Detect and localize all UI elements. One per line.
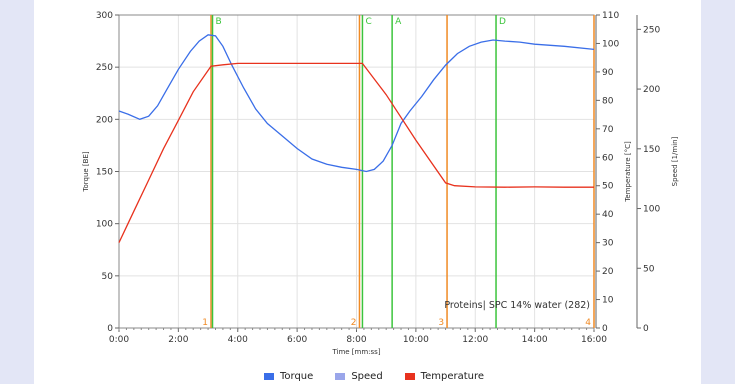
x-axis-title: Time [mm:ss] bbox=[331, 348, 380, 356]
y-axis-title-speed: Speed [1/min] bbox=[671, 136, 679, 186]
legend-swatch bbox=[264, 372, 274, 380]
temp-tick-label: 40 bbox=[602, 210, 614, 220]
phase-label: 4 bbox=[585, 318, 591, 328]
temp-tick-label: 100 bbox=[602, 39, 619, 49]
torque-tick-label: 250 bbox=[96, 63, 113, 73]
temp-tick-label: 20 bbox=[602, 267, 614, 277]
series-line bbox=[118, 34, 595, 173]
y-axis-title-torque: Torque [BE] bbox=[82, 151, 90, 192]
x-tick-label: 0:00 bbox=[109, 335, 129, 345]
marker-label: D bbox=[499, 17, 506, 27]
temp-tick-label: 110 bbox=[602, 11, 619, 21]
legend-swatch bbox=[404, 372, 415, 380]
torque-tick-label: 50 bbox=[102, 272, 114, 282]
legend-label: Torque bbox=[280, 370, 314, 382]
temp-tick-label: 0 bbox=[602, 324, 608, 334]
legend-swatch bbox=[335, 372, 346, 380]
axis-labels: Time [mm:ss] Torque [BE] Temperature [°C] S… bbox=[82, 136, 679, 356]
x-tick-label: 12:00 bbox=[462, 335, 488, 345]
speed-tick-label: 250 bbox=[643, 25, 660, 35]
phase-label: 3 bbox=[438, 318, 444, 328]
x-tick-label: 6:00 bbox=[287, 335, 307, 345]
torque-tick-label: 0 bbox=[107, 324, 113, 334]
torque-tick-label: 150 bbox=[96, 168, 113, 178]
legend-label: Temperature bbox=[420, 370, 485, 382]
marker-label: C bbox=[365, 17, 371, 27]
temp-tick-label: 70 bbox=[602, 125, 614, 135]
temp-tick-label: 10 bbox=[602, 296, 614, 306]
x-tick-label: 16:00 bbox=[581, 335, 607, 345]
speed-tick-label: 200 bbox=[643, 85, 660, 95]
marker-label: A bbox=[395, 17, 402, 27]
grid bbox=[118, 14, 595, 329]
x-tick-label: 10:00 bbox=[403, 335, 429, 345]
legend-item[interactable]: Speed bbox=[335, 370, 383, 382]
torque-tick-label: 300 bbox=[96, 11, 113, 21]
torque-tick-label: 100 bbox=[96, 220, 113, 230]
series-line bbox=[118, 62, 594, 243]
temp-tick-label: 50 bbox=[602, 182, 614, 192]
temp-tick-label: 30 bbox=[602, 239, 614, 249]
speed-tick-label: 100 bbox=[643, 205, 660, 215]
marker-label: B bbox=[216, 17, 222, 27]
chart-panel: 0 50 100 150 200 250 300 0:00 2:00 4:00 6:00 8:00 10… bbox=[34, 0, 701, 384]
legend-label: Speed bbox=[351, 370, 383, 382]
torque-tick-label: 200 bbox=[96, 115, 113, 125]
speed-tick-label: 150 bbox=[643, 145, 660, 155]
chart-annotation: Proteins| SPC 14% water (282) bbox=[444, 300, 590, 311]
legend-item[interactable]: Torque bbox=[264, 371, 313, 382]
x-tick-label: 4:00 bbox=[228, 335, 248, 345]
phase-label: 1 bbox=[202, 318, 208, 328]
speed-tick-label: 0 bbox=[643, 324, 649, 334]
x-tick-label: 14:00 bbox=[522, 335, 548, 345]
series-group bbox=[118, 34, 595, 243]
legend: Torque Speed Temperature bbox=[264, 369, 484, 383]
temp-tick-label: 60 bbox=[602, 153, 614, 163]
x-tick-label: 2:00 bbox=[168, 335, 188, 345]
temp-tick-label: 80 bbox=[602, 96, 614, 106]
legend-item[interactable]: Temperature bbox=[404, 370, 485, 382]
temp-tick-label: 90 bbox=[602, 68, 614, 78]
x-tick-label: 8:00 bbox=[346, 335, 366, 345]
phase-label: 2 bbox=[351, 318, 357, 328]
y-axis-title-temperature: Temperature [°C] bbox=[624, 141, 632, 203]
speed-tick-label: 50 bbox=[643, 264, 655, 274]
